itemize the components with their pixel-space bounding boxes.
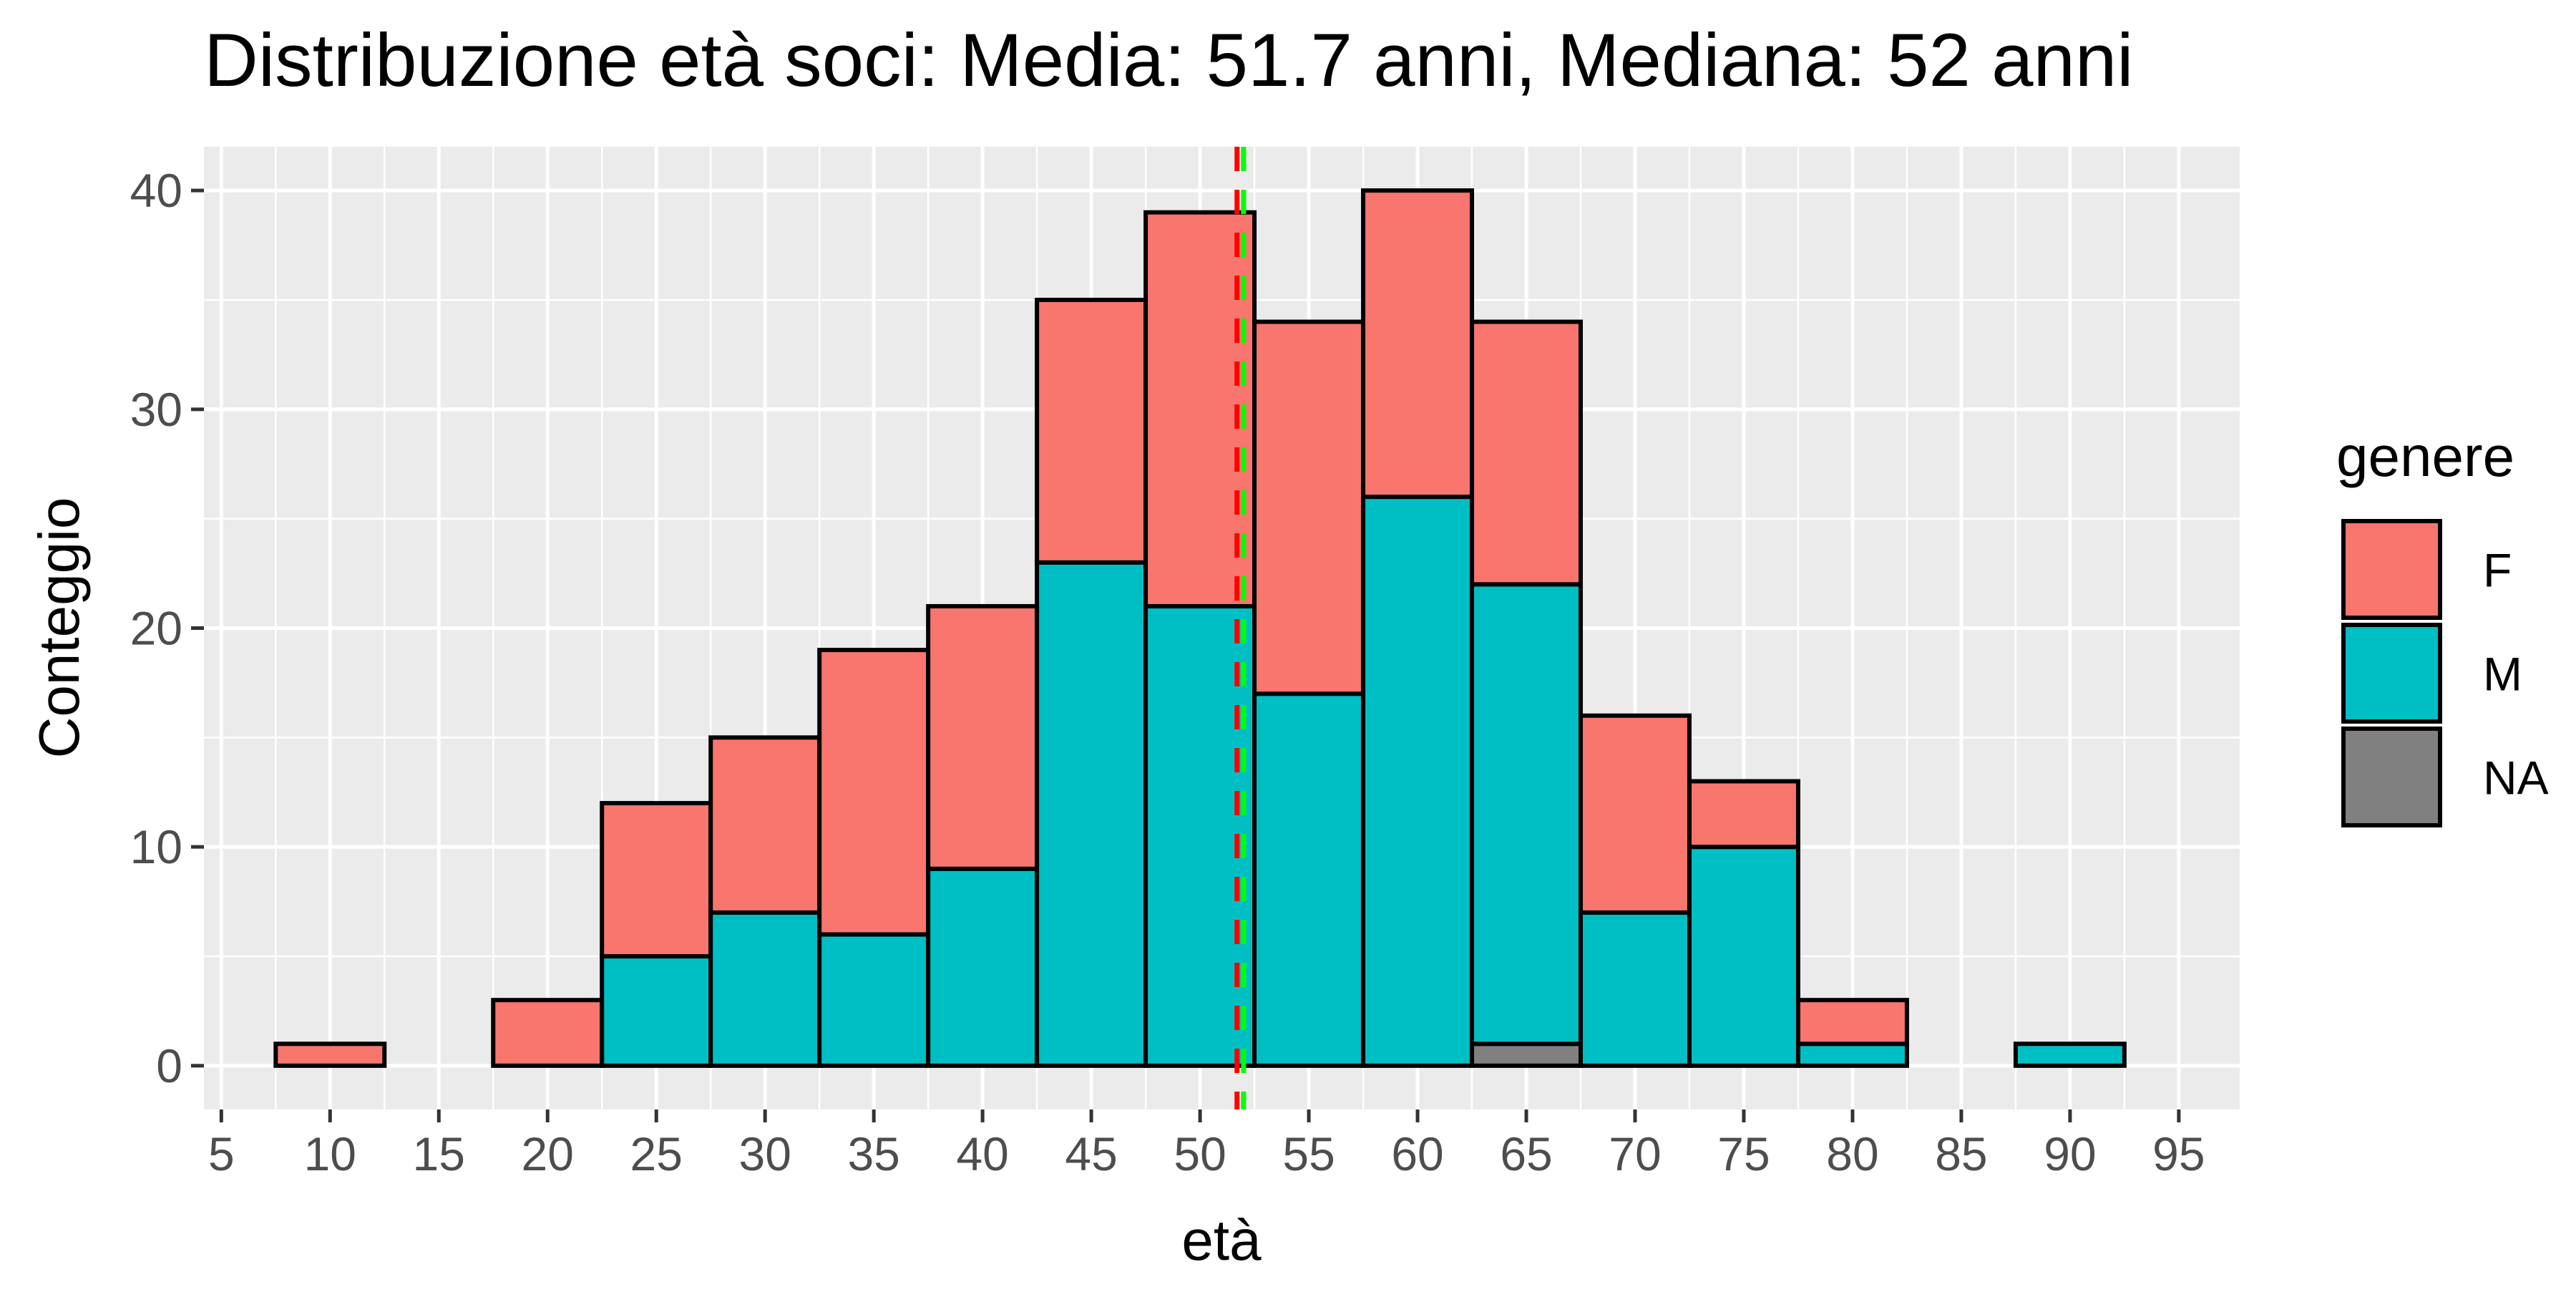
legend-key-F: [2341, 519, 2442, 620]
x-tick-label: 90: [2044, 1127, 2096, 1180]
y-tick-label: 30: [130, 383, 182, 436]
bar-F-35: [817, 648, 931, 937]
bar-F-40: [926, 603, 1040, 871]
bar-M-45: [1035, 560, 1148, 1068]
x-tick-label: 5: [208, 1127, 235, 1180]
y-tick-label: 10: [130, 820, 182, 873]
bar-F-45: [1035, 297, 1148, 565]
x-tick-label: 40: [956, 1127, 1008, 1180]
bar-F-55: [1252, 319, 1366, 696]
bar-M-60: [1361, 495, 1475, 1068]
legend-items: FM NA: [2341, 519, 2549, 827]
bar-NA-65: [1470, 1041, 1584, 1068]
bar-F-25: [600, 801, 713, 959]
bar-M-25: [600, 954, 713, 1068]
x-tick-label: 80: [1826, 1127, 1878, 1180]
x-tick-label: 65: [1500, 1127, 1552, 1180]
x-tick-label: 35: [847, 1127, 899, 1180]
legend-key-M: [2341, 623, 2442, 724]
x-tick-label: 70: [1609, 1127, 1661, 1180]
x-tick-label: 45: [1065, 1127, 1117, 1180]
x-tick-label: 60: [1391, 1127, 1443, 1180]
bar-F-10: [273, 1041, 387, 1068]
bar-F-70: [1579, 713, 1692, 915]
bar-F-30: [708, 735, 822, 915]
y-axis: 0 10 20 30 40: [130, 164, 204, 1092]
legend: genere FM NA: [2336, 424, 2549, 827]
x-tick-label: 50: [1174, 1127, 1226, 1180]
x-tick-label: 85: [1935, 1127, 1987, 1180]
bar-F-65: [1470, 319, 1584, 587]
y-tick-label: 20: [130, 602, 182, 655]
x-tick-label: 20: [522, 1127, 574, 1180]
bar-M-80: [1795, 1041, 1909, 1068]
x-tick-label: 95: [2152, 1127, 2205, 1180]
y-tick-label: 0: [156, 1039, 182, 1092]
bar-F-80: [1795, 998, 1909, 1046]
bar-M-30: [708, 910, 822, 1068]
x-tick-label: 15: [413, 1127, 465, 1180]
x-tick-label: 55: [1282, 1127, 1335, 1180]
reference-lines: [1234, 147, 1246, 1109]
legend-label-F: F: [2483, 544, 2512, 597]
x-axis: 5 10 15 20 25 30 35 40 45 50 55 60 65 70 75 80 85 90 95: [208, 1109, 2205, 1180]
bar-M-55: [1252, 691, 1366, 1068]
bar-M-40: [926, 866, 1040, 1068]
y-tick-label: 40: [130, 164, 182, 217]
legend-title: genere: [2336, 424, 2514, 488]
legend-label-NA: NA: [2483, 752, 2549, 805]
x-tick-label: 30: [738, 1127, 791, 1180]
bar-M-90: [2013, 1041, 2127, 1068]
chart-title: Distribuzione età soci: Media: 51.7 anni…: [204, 19, 2134, 102]
bar-M-75: [1687, 845, 1800, 1068]
x-tick-label: 10: [304, 1127, 356, 1180]
legend-key-NA: [2341, 727, 2442, 827]
bar-F-60: [1361, 188, 1475, 500]
bar-F-75: [1687, 779, 1800, 850]
x-tick-label: 25: [630, 1127, 683, 1180]
x-tick-label: 75: [1717, 1127, 1770, 1180]
bar-M-70: [1579, 910, 1692, 1068]
legend-label-M: M: [2483, 648, 2522, 701]
y-axis-title: Conteggio: [27, 497, 91, 759]
bar-M-35: [817, 932, 931, 1068]
x-axis-title: età: [1181, 1208, 1262, 1272]
bar-M-65: [1470, 582, 1584, 1046]
bar-F-20: [491, 998, 605, 1068]
